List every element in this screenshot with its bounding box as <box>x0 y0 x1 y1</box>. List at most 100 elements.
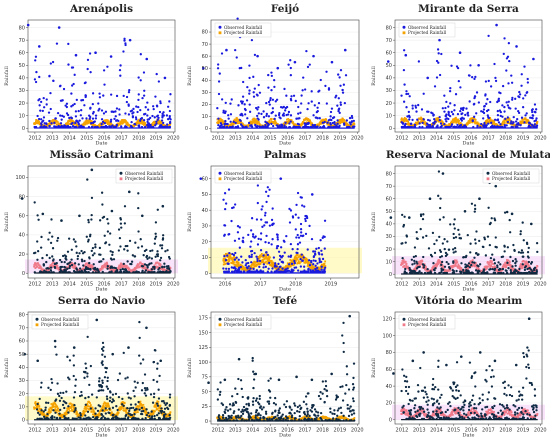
observed-point <box>333 121 336 124</box>
observed-point <box>144 112 147 116</box>
projected-point <box>413 267 416 270</box>
projected-point <box>90 120 93 123</box>
observed-point <box>257 106 260 109</box>
projected-point <box>403 120 406 123</box>
observed-point <box>81 117 84 120</box>
projected-point <box>300 124 303 127</box>
projected-point <box>522 122 525 125</box>
observed-point <box>131 254 134 257</box>
projected-point <box>467 122 469 125</box>
observed-point <box>236 125 240 128</box>
projected-point <box>159 263 162 266</box>
projected-point <box>266 258 269 261</box>
observed-point <box>462 106 465 110</box>
projected-point <box>137 122 140 125</box>
observed-point <box>102 69 106 72</box>
observed-peak-point <box>41 212 45 216</box>
projected-point <box>110 123 113 126</box>
observed-point <box>303 88 307 91</box>
projected-point <box>318 123 321 126</box>
observed-point <box>276 238 279 241</box>
projected-point <box>222 122 224 125</box>
observed-point <box>282 105 286 109</box>
observed-point <box>265 234 268 238</box>
observed-point <box>153 242 156 245</box>
observed-point <box>168 100 171 103</box>
observed-point <box>261 205 264 208</box>
observed-peak-point <box>310 193 314 196</box>
observed-point <box>264 190 268 193</box>
projected-point <box>292 121 295 124</box>
projected-point <box>264 261 267 264</box>
observed-point <box>139 53 142 56</box>
projected-point <box>455 259 458 262</box>
projected-point <box>449 124 452 127</box>
observed-point <box>70 117 74 120</box>
observed-point <box>318 117 321 120</box>
projected-point <box>437 117 440 120</box>
projected-point <box>467 266 470 269</box>
observed-point <box>54 125 57 128</box>
projected-point <box>454 259 456 262</box>
observed-point <box>88 261 91 265</box>
observed-point <box>300 253 303 256</box>
x-axis-label: Date <box>96 287 108 293</box>
projected-point <box>217 122 220 124</box>
projected-point <box>237 262 240 264</box>
observed-point <box>152 107 155 111</box>
observed-point <box>517 95 520 98</box>
observed-point <box>295 203 298 207</box>
observed-point <box>497 121 501 124</box>
observed-point <box>483 121 486 125</box>
observed-point <box>50 122 53 125</box>
observed-point <box>343 101 347 105</box>
observed-point <box>300 102 303 105</box>
projected-point <box>231 257 234 260</box>
projected-point <box>253 260 256 263</box>
projected-point <box>156 261 159 264</box>
observed-point <box>421 121 424 125</box>
observed-point <box>314 267 317 271</box>
projected-point <box>256 123 258 125</box>
observed-point <box>509 107 512 110</box>
projected-point <box>442 121 445 124</box>
projected-point <box>262 256 265 258</box>
projected-point <box>106 122 109 125</box>
observed-point <box>48 256 51 260</box>
observed-point <box>119 74 122 77</box>
observed-point <box>107 222 110 225</box>
observed-point <box>264 241 267 244</box>
observed-point <box>505 101 508 104</box>
observed-point <box>80 249 83 253</box>
projected-point <box>54 119 56 122</box>
observed-point <box>253 53 257 57</box>
projected-point <box>125 120 127 123</box>
observed-point <box>78 267 82 270</box>
x-tick-label: 2016 <box>98 282 111 288</box>
observed-point <box>71 125 75 128</box>
plot-frame <box>394 165 543 279</box>
projected-point <box>308 266 311 268</box>
observed-point <box>258 270 261 273</box>
observed-point <box>301 204 304 207</box>
observed-point <box>498 91 501 94</box>
projected-point <box>485 120 488 123</box>
projected-point <box>258 256 260 258</box>
observed-point <box>159 256 163 260</box>
observed-point <box>67 262 70 265</box>
observed-point <box>530 108 534 112</box>
observed-point <box>241 100 244 103</box>
observed-point <box>292 94 296 97</box>
projected-point <box>261 261 264 264</box>
legend-observed-label: Observed Rainfall <box>224 171 263 176</box>
observed-point <box>531 117 534 120</box>
observed-point <box>476 124 479 128</box>
observed-point <box>137 230 140 233</box>
observed-point <box>220 123 223 127</box>
observed-point <box>74 240 77 243</box>
observed-point <box>482 108 486 111</box>
projected-point <box>289 263 292 266</box>
projected-point <box>228 260 231 262</box>
observed-point <box>141 96 144 100</box>
observed-point <box>510 120 513 123</box>
